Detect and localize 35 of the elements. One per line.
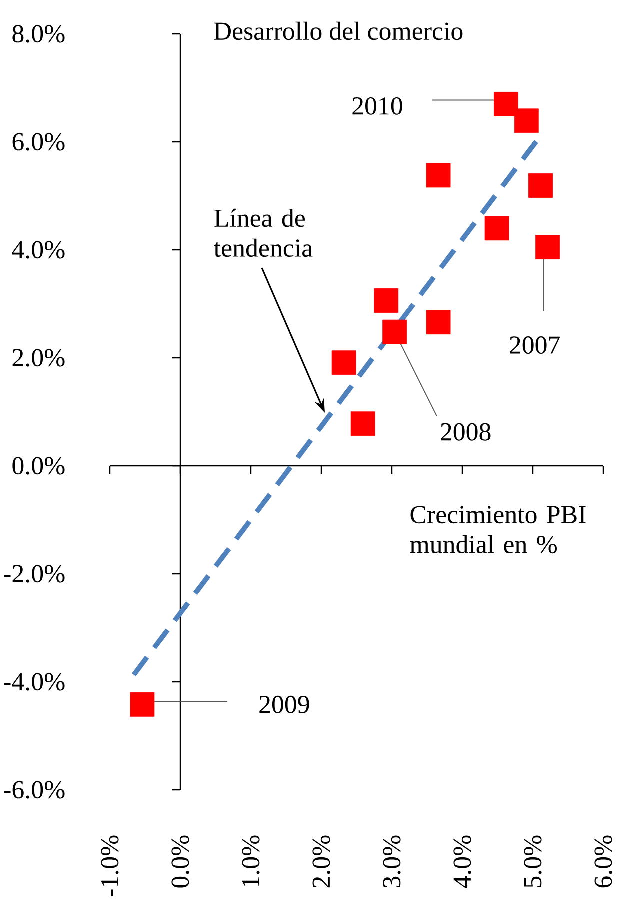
point <box>426 163 451 188</box>
x-tick-label: 6.0% <box>594 836 612 888</box>
point <box>426 310 451 335</box>
x-tick-label: 3.0% <box>383 836 401 888</box>
annotation: Línea de tendencia <box>214 208 313 258</box>
x-tick-label: 0.0% <box>172 836 190 888</box>
point <box>514 108 539 134</box>
point <box>130 692 155 717</box>
y-tick-label: -2.0% <box>4 565 65 583</box>
x-tick-label: 4.0% <box>454 836 472 888</box>
y-tick-label: 6.0% <box>12 133 65 151</box>
y-tick-label: 4.0% <box>12 241 65 259</box>
x-tick-label: -1.0% <box>101 836 119 896</box>
annotation: 2007 <box>510 336 560 354</box>
point <box>332 350 356 376</box>
point <box>350 412 376 436</box>
point <box>374 288 399 313</box>
x-tick-label: 2.0% <box>312 836 330 888</box>
annotation: 2009 <box>260 696 310 714</box>
point <box>528 174 553 198</box>
point <box>536 235 560 260</box>
x-tick-label: 1.0% <box>242 836 260 887</box>
y-tick-label: -4.0% <box>4 673 65 691</box>
y-axis-title: Desarrollo del comercio <box>214 22 463 40</box>
y-tick-label: 2.0% <box>12 349 65 367</box>
point <box>484 216 510 241</box>
x-axis-title: Crecimiento PBI mundial en % <box>410 506 586 554</box>
y-tick-label: 8.0% <box>12 25 65 43</box>
annotation: 2010 <box>352 97 402 115</box>
y-tick-label: -6.0% <box>4 781 65 799</box>
x-tick-label: 5.0% <box>524 836 542 888</box>
point <box>494 92 518 116</box>
annotation: 2008 <box>441 423 491 441</box>
y-tick-label: 0.0% <box>12 457 65 475</box>
point <box>382 320 408 344</box>
